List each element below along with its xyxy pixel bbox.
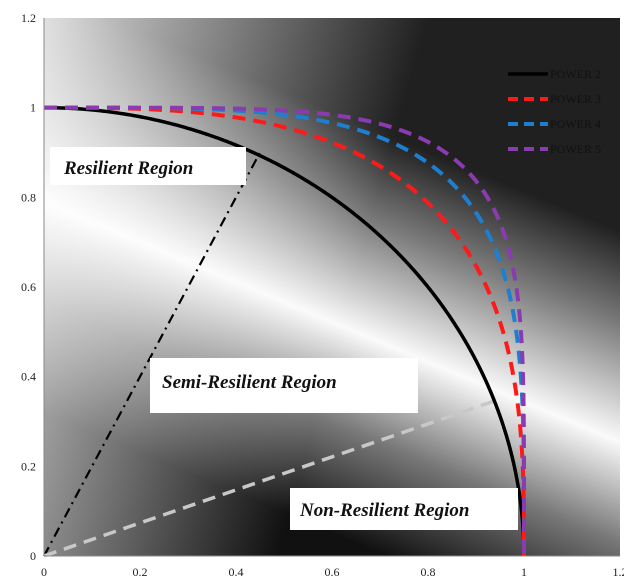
guide-lines (43, 151, 501, 558)
legend-label-power-5: POWER 5 (550, 142, 601, 156)
series-power-2 (44, 105, 526, 556)
x-tick-label: 0.8 (421, 565, 436, 579)
annotation-non-resilient: Non-Resilient Region (290, 488, 518, 530)
legend-label-power-2: POWER 2 (550, 67, 601, 81)
x-tick-labels: 0 0.2 0.4 0.6 0.8 1 1.2 (41, 565, 624, 579)
y-tick-label: 0.6 (21, 280, 36, 294)
legend: POWER 2 POWER 3 POWER 4 POWER 5 (508, 67, 601, 156)
y-tick-label: 0.4 (21, 370, 36, 384)
y-tick-label: 0.2 (21, 459, 36, 473)
x-tick-label: 0.2 (133, 565, 148, 579)
annotation-resilient-text: Resilient Region (63, 158, 193, 179)
x-tick-label: 0 (41, 565, 47, 579)
legend-label-power-4: POWER 4 (550, 117, 601, 131)
y-tick-labels: 0 0.2 0.4 0.6 0.8 1 1.2 (21, 11, 36, 563)
series-power-5 (44, 105, 526, 556)
legend-label-power-3: POWER 3 (550, 92, 601, 106)
x-tick-label: 0.4 (229, 565, 244, 579)
axes (43, 18, 620, 557)
y-tick-label: 0 (30, 549, 36, 563)
annotation-resilient: Resilient Region (50, 147, 246, 185)
x-tick-label: 0.6 (325, 565, 340, 579)
y-tick-label: 1 (30, 101, 36, 115)
y-tick-label: 1.2 (21, 11, 36, 25)
annotation-semi-resilient: Semi-Resilient Region (150, 358, 418, 413)
annotation-semi-resilient-text: Semi-Resilient Region (162, 372, 337, 393)
x-tick-label: 1 (521, 565, 527, 579)
guide-line-2 (43, 397, 501, 558)
x-tick-label: 1.2 (613, 565, 624, 579)
y-tick-label: 0.8 (21, 190, 36, 204)
series-power-3 (44, 105, 526, 556)
curves (44, 105, 526, 556)
guide-line-1 (43, 151, 261, 557)
annotation-non-resilient-text: Non-Resilient Region (299, 500, 469, 521)
